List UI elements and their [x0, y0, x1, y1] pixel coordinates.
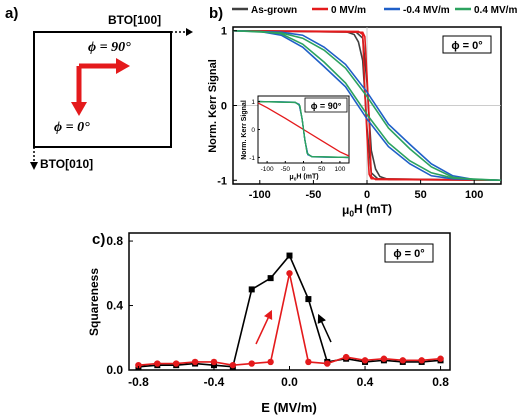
- inset-x-tick-label: 0: [302, 166, 306, 173]
- x-tick-label-c: 0.0: [281, 375, 298, 389]
- phi-0-label: ϕ = 0°: [54, 120, 90, 135]
- y-tick-label: 1: [221, 26, 227, 38]
- axis-ticks: -100 -50 0 50 100-101: [217, 26, 483, 201]
- data-point-circle: [418, 357, 425, 364]
- data-point-circle: [229, 361, 237, 369]
- inset-x-tick-label: 100: [334, 166, 345, 173]
- series-line-2-down: [232, 29, 502, 182]
- x-tick-label-c: -0.4: [204, 375, 225, 389]
- sweep-arrow-black-icon: [317, 313, 332, 343]
- y-tick-label-c: 0.0: [106, 363, 123, 377]
- legend-label: As-grown: [251, 5, 297, 16]
- inset-series-line-2-up: [257, 100, 350, 159]
- data-point-circle: [210, 358, 218, 366]
- data-point-circle: [399, 357, 406, 364]
- y-tick-label: -1: [217, 175, 227, 187]
- bto010-label: BTO[010]: [40, 157, 93, 171]
- x-tick-label-c: -0.8: [128, 375, 149, 389]
- panel-c-label: c): [92, 231, 105, 248]
- inset-x-tick-label: -50: [281, 166, 291, 173]
- series-group-c: [135, 252, 444, 370]
- data-point-square: [210, 362, 217, 369]
- data-point-circle: [342, 353, 350, 361]
- inset-y-tick-label: 0: [251, 127, 255, 134]
- panel-a-label: a): [5, 5, 18, 22]
- x-tick-label: -100: [249, 189, 271, 201]
- x-tick-label: 0: [364, 189, 370, 201]
- x-axis-label: μ0H (mT): [342, 202, 392, 219]
- x-tick-label-c: 0.8: [432, 375, 449, 389]
- data-point-circle: [380, 355, 388, 362]
- sample-square: [33, 31, 172, 148]
- data-point-circle: [173, 360, 180, 367]
- data-point-circle: [267, 358, 274, 366]
- phi-box-text: ϕ = 0°: [451, 40, 482, 52]
- inset-y-axis-label: Norm. Kerr Signal: [241, 100, 248, 160]
- panel-b: b) As-grown 0 MV/m -0.4 MV/m 0.4 MV/m -100-…: [207, 5, 517, 219]
- panel-a: a) BTO[100] BTO[010] ϕ = 90° ϕ = 0°: [5, 5, 193, 171]
- x-axis-label-c: E (MV/m): [261, 400, 317, 415]
- phi-box-c-text: ϕ = 0°: [393, 248, 424, 260]
- phi-90-label: ϕ = 90°: [88, 40, 131, 55]
- bto100-arrow-icon: [186, 28, 193, 36]
- legend-label: 0.4 MV/m: [474, 5, 517, 16]
- y-tick-label: 0: [221, 101, 227, 113]
- series-line-3-up: [232, 29, 502, 182]
- data-point-square: [248, 286, 255, 293]
- x-tick-label: -50: [305, 189, 321, 201]
- x-tick-label: 50: [414, 189, 426, 201]
- y-tick-label-c: 0.8: [106, 234, 123, 248]
- data-point-circle: [437, 355, 444, 362]
- data-point-circle: [248, 360, 255, 367]
- inset-axis-ticks: -100 -50 0 50 100 -1 0 1: [249, 99, 345, 173]
- series-line-c-1: [138, 273, 441, 366]
- bto100-label: BTO[100]: [108, 13, 161, 27]
- inset-x-tick-label: -100: [261, 166, 274, 173]
- data-point-square: [286, 252, 293, 259]
- legend-label: 0 MV/m: [331, 5, 366, 16]
- inset-y-tick-label: 1: [251, 99, 255, 106]
- data-point-circle: [286, 270, 293, 277]
- phi-0-arrow-icon: [71, 102, 87, 116]
- data-point-square: [305, 296, 312, 303]
- legend-label: -0.4 MV/m: [403, 5, 450, 16]
- data-point-circle: [361, 357, 369, 364]
- inset-x-axis-label: μ0H (mT): [289, 173, 318, 182]
- x-tick-label: 100: [465, 189, 483, 201]
- data-point-circle: [191, 358, 199, 366]
- data-point-circle: [135, 361, 142, 369]
- x-tick-label-c: 0.4: [357, 375, 374, 389]
- phi-box-c: [384, 243, 434, 263]
- phi-90-arrow-icon: [116, 58, 130, 74]
- inset-phi-box: [304, 97, 348, 113]
- data-point-square: [267, 275, 274, 282]
- legend: As-grown 0 MV/m -0.4 MV/m 0.4 MV/m: [232, 5, 517, 16]
- inset-x-tick-label: 50: [318, 166, 326, 173]
- panel-c: c) -0.8 -0.4 0.0 0.4 0.8 0.0 0.4 0.8 Squareness…: [87, 231, 451, 415]
- y-tick-label-c: 0.4: [106, 299, 123, 313]
- data-point-circle: [154, 360, 161, 367]
- phi-box: [442, 35, 492, 54]
- y-axis-label-c: Squareness: [87, 268, 101, 336]
- sweep-arrow-red-icon: [255, 309, 273, 345]
- panel-b-label: b): [209, 5, 223, 22]
- series-line-2-up: [232, 29, 502, 182]
- inset-y-tick-label: -1: [249, 155, 255, 162]
- axis-ticks-c: -0.8 -0.4 0.0 0.4 0.8 0.0 0.4 0.8: [106, 234, 449, 389]
- bto010-arrow-icon: [30, 162, 38, 170]
- data-point-circle: [324, 360, 331, 367]
- inset-series-group: [257, 100, 350, 159]
- inset-phi-box-text: ϕ = 90°: [311, 101, 342, 111]
- series-group: [232, 29, 502, 182]
- data-point-circle: [305, 358, 312, 366]
- y-axis-label: Norm. Kerr Signal: [207, 59, 219, 153]
